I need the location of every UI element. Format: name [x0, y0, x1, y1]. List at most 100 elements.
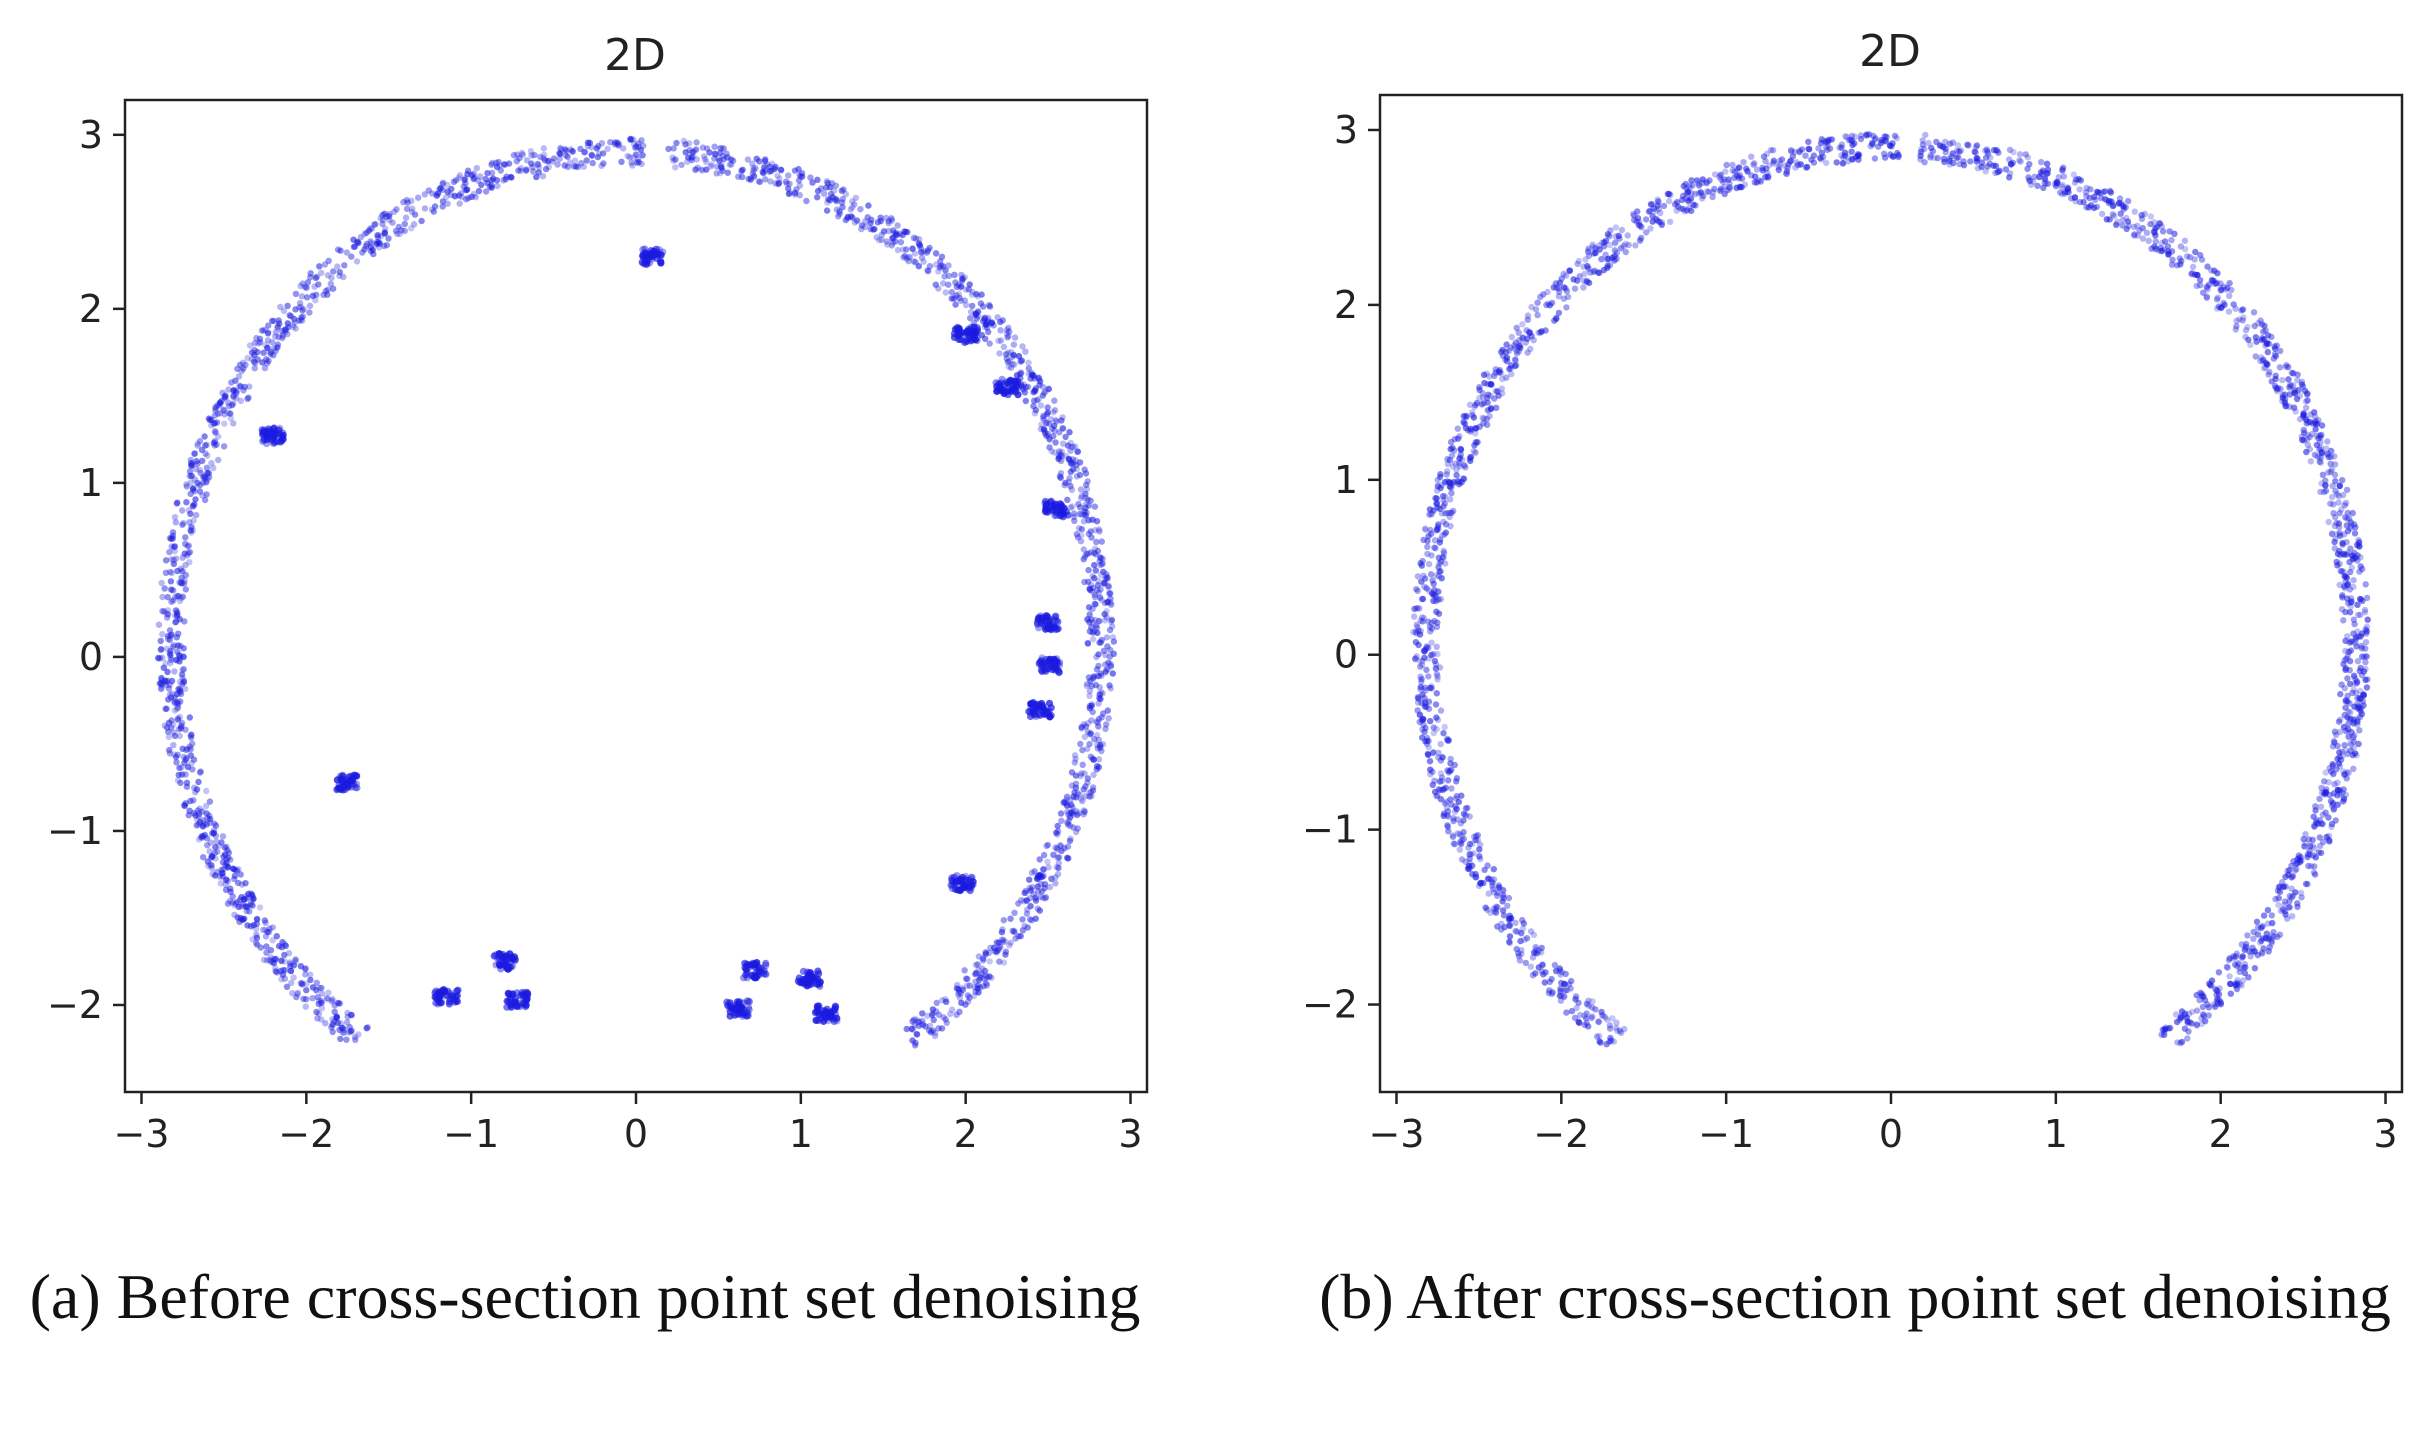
panel-a-ring-point — [1042, 894, 1050, 901]
panel-a-ring-point — [211, 420, 219, 427]
panel-b-ring-point — [1415, 641, 1422, 649]
panel-b-ring-point — [2292, 408, 2299, 415]
panel-a-ring-point — [1026, 916, 1034, 923]
panel-a-ring-point — [913, 1030, 920, 1038]
panel-a-ring-point — [1085, 530, 1093, 538]
panel-b-ring-point — [1433, 714, 1440, 721]
panel-a-ring-point — [707, 163, 715, 170]
panel-b-ring-point — [2332, 817, 2339, 824]
panel-a-ring-point — [196, 805, 203, 812]
panel-a-ring-point — [966, 281, 973, 288]
panel-b-ring-point — [2075, 175, 2082, 183]
panel-a-ring-point — [1078, 494, 1085, 502]
panel-a-ring-point — [539, 173, 547, 180]
panel-a-ring-point — [981, 314, 988, 321]
panel-b-ring-point — [2331, 538, 2338, 546]
panel-b-ring-point — [1538, 944, 1545, 952]
panel-a-ring-point — [932, 249, 940, 257]
panel-a-ring-point — [1056, 448, 1063, 455]
panel-a-ring-point — [334, 263, 341, 270]
panel-a-ring-point — [1098, 538, 1106, 545]
panel-a-ring-point — [239, 359, 247, 366]
panel-a-ring-point — [401, 220, 408, 228]
panel-a-ring-point — [166, 534, 173, 542]
panel-a-ring-point — [1052, 416, 1059, 424]
panel-b-ring-point — [2176, 255, 2183, 262]
panel-a-ring-point — [962, 1001, 969, 1008]
panel-a-ring-point — [888, 217, 896, 224]
panel-a-ring-point — [1086, 585, 1093, 592]
panel-a-ring-point — [1094, 587, 1101, 594]
panel-a-ring-point — [219, 870, 226, 877]
panel-a-ring-point — [997, 337, 1005, 344]
panel-a-ring-point — [1046, 420, 1053, 427]
panel-b-ring-point — [1498, 926, 1505, 933]
panel-a-ring-point — [698, 166, 705, 173]
panel-a-ring-point — [1019, 384, 1026, 391]
panel-a-ring-point — [220, 407, 228, 414]
panel-a-ring-point — [229, 893, 236, 900]
panel-a-ring-point — [909, 245, 916, 253]
panel-a-ring-point — [171, 751, 178, 758]
panel-a-ring-point — [215, 456, 222, 464]
panel-a-ring-point — [179, 593, 187, 600]
panel-a-ring-point — [212, 843, 219, 851]
panel-b-ring-point — [1592, 1006, 1599, 1013]
panel-a-ring-point — [299, 307, 306, 314]
panel-a-ring-point — [201, 433, 208, 440]
panel-a-ring-point — [1069, 443, 1077, 451]
panel-a-ring-point — [570, 163, 578, 170]
panel-b-ring-point — [2279, 376, 2286, 384]
panel-a-ring-point — [1002, 351, 1010, 358]
panel-a-ring-point — [833, 198, 840, 205]
panel-b-ring-point — [2337, 690, 2344, 698]
panel-b-ring-point — [2361, 606, 2369, 614]
panel-a-ring-point — [157, 637, 164, 645]
panel-a-ring-point — [981, 975, 988, 983]
panel-a-ring-point — [958, 984, 966, 992]
panel-b-ring-point — [2342, 696, 2349, 704]
panel-a-ring-point — [967, 315, 974, 322]
panel-a-ring-point — [253, 916, 261, 923]
panel-a-ring-point — [179, 568, 186, 575]
panel-a-ring-point — [175, 593, 183, 600]
panel-a-ring-point — [762, 176, 769, 183]
panel-a-ring-point — [411, 211, 419, 218]
panel-a-ring-point — [281, 951, 288, 959]
panel-b-ring-point — [1582, 256, 1589, 263]
panel-b-ring-point — [1527, 928, 1535, 935]
panel-b-ring-point — [1425, 673, 1432, 680]
panel-a-ring-point — [408, 197, 415, 204]
panel-b-ring-point — [1624, 232, 1631, 239]
panel-a-ring-point — [833, 196, 840, 203]
panel-a-noise-point — [970, 328, 978, 337]
panel-b-ring-point — [2345, 708, 2352, 715]
panel-a-ring-point — [478, 181, 485, 189]
panel-a-ring-point — [535, 162, 542, 169]
panel-b-ring-point — [1448, 490, 1455, 497]
panel-a-noise-point — [1047, 711, 1055, 720]
panel-a-ring-point — [1086, 705, 1094, 712]
panel-a-ring-point — [1082, 504, 1089, 512]
panel-a-ytick-label: 2 — [79, 287, 103, 331]
panel-a-ring-point — [327, 280, 334, 288]
panel-a-ring-point — [180, 666, 187, 673]
panel-b-ring-point — [2034, 182, 2041, 189]
panel-a-ring-point — [523, 166, 530, 173]
panel-a-ring-point — [396, 230, 403, 238]
panel-a-ring-point — [220, 443, 228, 450]
panel-b-ring-point — [2317, 849, 2325, 857]
panel-a-ring-point — [1046, 444, 1053, 451]
panel-b-ring-point — [2342, 665, 2350, 672]
panel-b-ring-point — [2288, 862, 2295, 869]
panel-a-ring-point — [616, 140, 623, 148]
panel-b-ring-point — [2359, 653, 2366, 660]
panel-a-ring-point — [844, 215, 851, 222]
panel-b-ring-point — [2294, 903, 2301, 910]
panel-a-noise-point — [655, 246, 663, 254]
panel-a-ring-point — [778, 167, 785, 174]
panel-b-ring-point — [1636, 237, 1644, 244]
panel-b-ring-point — [1466, 428, 1474, 435]
panel-b-ring-point — [2239, 317, 2246, 324]
panel-a-ring-point — [998, 928, 1006, 936]
